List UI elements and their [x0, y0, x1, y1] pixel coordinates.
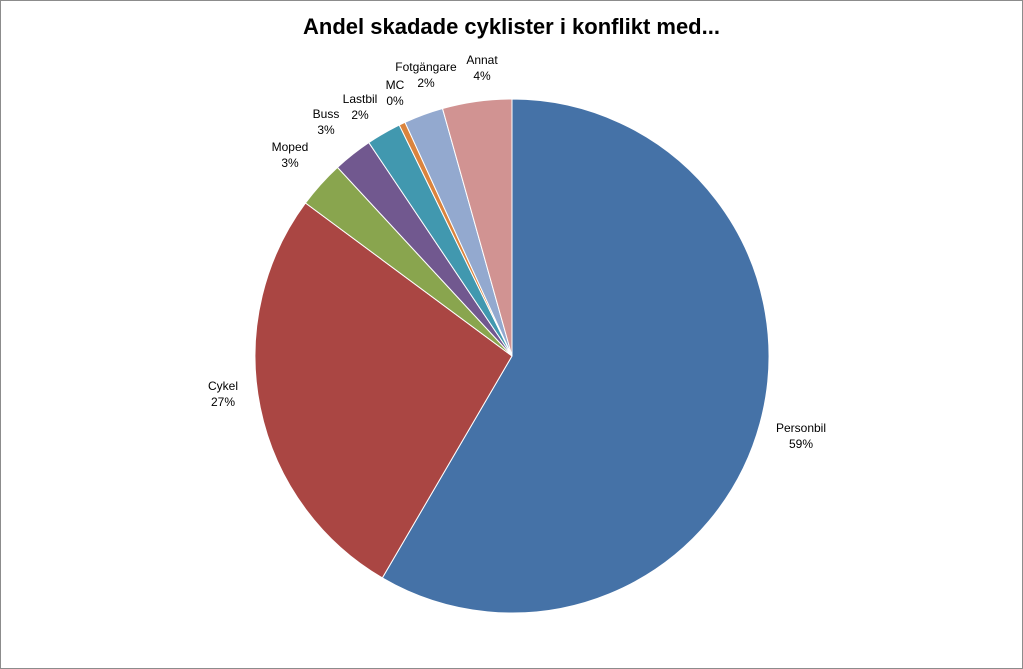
slice-label-cykel: Cykel [208, 379, 238, 393]
slice-value-label-fotgängare: 2% [417, 76, 435, 90]
slice-value-label-mc: 0% [386, 94, 404, 108]
slice-label-personbil: Personbil [776, 421, 826, 435]
slice-value-label-annat: 4% [473, 69, 491, 83]
slice-label-lastbil: Lastbil [343, 92, 378, 106]
slice-label-buss: Buss [313, 107, 340, 121]
slice-label-annat: Annat [466, 53, 498, 67]
slice-value-label-moped: 3% [281, 156, 299, 170]
slice-label-mc: MC [386, 78, 405, 92]
slice-value-label-personbil: 59% [789, 437, 813, 451]
pie-slices [255, 99, 769, 613]
slice-value-label-cykel: 27% [211, 395, 235, 409]
slice-label-fotgängare: Fotgängare [395, 60, 457, 74]
slice-label-moped: Moped [272, 140, 309, 154]
slice-value-label-lastbil: 2% [351, 108, 369, 122]
slice-value-label-buss: 3% [317, 123, 335, 137]
